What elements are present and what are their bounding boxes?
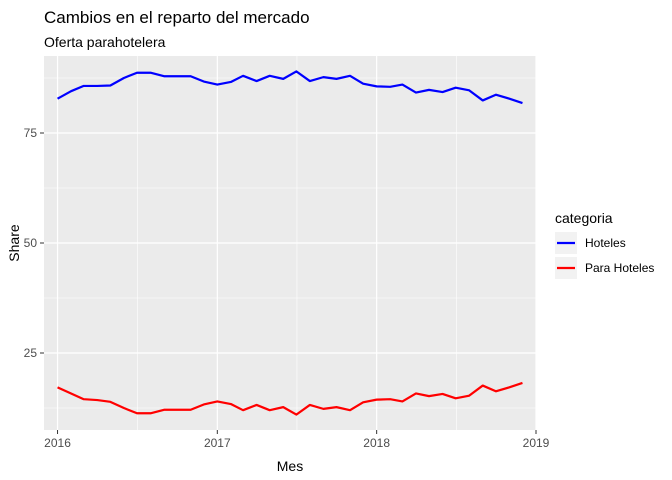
grid-major [44, 56, 537, 430]
chart-subtitle: Oferta parahotelera [44, 34, 166, 50]
x-axis-title: Mes [277, 458, 303, 474]
chart-title: Cambios en el reparto del mercado [44, 8, 310, 27]
legend: categoria Hoteles Para Hoteles [555, 210, 654, 279]
series-line-para-hoteles [57, 381, 523, 416]
axes: 25 50 75 2016 2017 2018 2019 [24, 126, 550, 450]
x-tick-label: 2018 [363, 436, 390, 450]
legend-title: categoria [555, 210, 613, 226]
series-lines [56, 70, 523, 416]
y-tick-label: 75 [24, 126, 38, 140]
x-tick-label: 2016 [44, 436, 71, 450]
legend-label-hoteles: Hoteles [585, 236, 626, 250]
legend-label-para-hoteles: Para Hoteles [585, 261, 654, 275]
y-axis-title: Share [6, 224, 22, 262]
y-tick-label: 50 [24, 236, 38, 250]
y-tick-label: 25 [24, 346, 38, 360]
x-tick-label: 2019 [523, 436, 550, 450]
series-line-hoteles [56, 70, 523, 105]
x-tick-label: 2017 [204, 436, 231, 450]
